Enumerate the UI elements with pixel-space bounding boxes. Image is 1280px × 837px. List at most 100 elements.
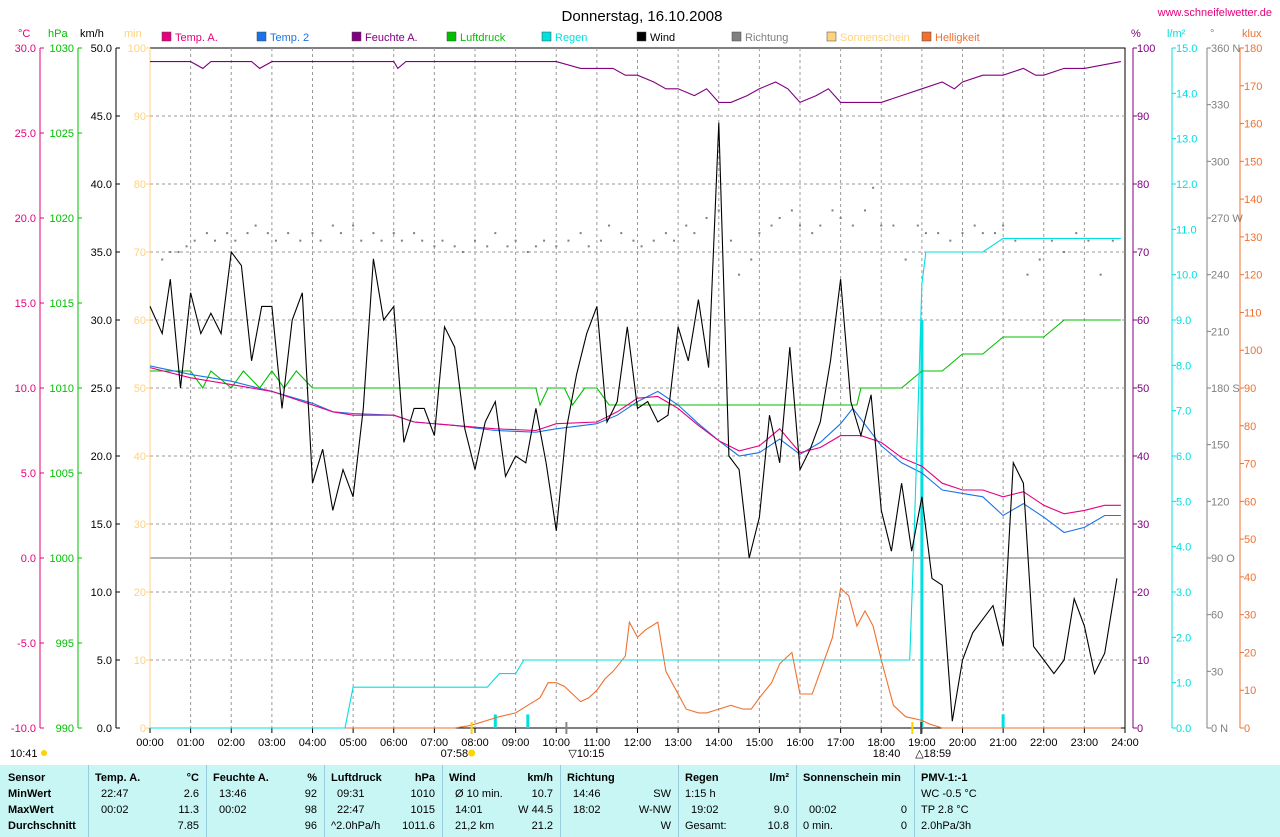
richtung-point — [506, 245, 509, 248]
axis-units: °C hPa km/h min% l/m² ° klux — [18, 28, 1262, 40]
richtung-point — [392, 232, 395, 235]
sun-axis-tick-label: 60 — [134, 315, 146, 327]
sun-total: 0 min. — [803, 820, 833, 832]
direction-axis-tick-label: 150 — [1211, 440, 1229, 452]
time-tick-label: 08:00 — [461, 737, 489, 749]
richtung-point — [1075, 232, 1078, 235]
temp-max-value: 11.3 — [178, 804, 199, 816]
richtung-point — [274, 239, 277, 242]
moonrise-label: 10:41 — [10, 748, 38, 760]
richtung-point — [579, 232, 582, 235]
humidity-axis-tick-label: 70 — [1137, 247, 1149, 259]
pressure-unit-label: hPa — [48, 28, 68, 40]
wind-header: Wind — [449, 772, 476, 784]
richtung-point — [461, 251, 464, 253]
sun-axis-tick-label: 20 — [134, 587, 146, 599]
wind-axis-tick-label: 45.0 — [91, 111, 112, 123]
humidity-axis-tick-label: 40 — [1137, 451, 1149, 463]
richtung-point — [1063, 251, 1066, 253]
direction-axis-tick-label: 210 — [1211, 326, 1229, 338]
stats-col-pmv: PMV-1:-1 WC -0.5 °C TP 2.8 °C 2.0hPa/3h — [914, 765, 1025, 837]
legend-label: Temp. 2 — [270, 32, 309, 44]
light-axis-tick-label: 100 — [1244, 345, 1262, 357]
hum-min-time: 13:46 — [219, 788, 247, 800]
temp-axis-tick-label: -10.0 — [11, 723, 36, 735]
direction-axis-tick-label: 270 W — [1211, 213, 1243, 225]
temp-unit: °C — [186, 772, 199, 784]
light-axis-tick-label: 120 — [1244, 270, 1262, 282]
wind-max-value: W 44.5 — [518, 804, 553, 816]
richtung-point — [924, 232, 927, 235]
moon-icon — [41, 750, 47, 756]
legend-swatch — [636, 31, 647, 42]
wind-axis-tick-label: 10.0 — [91, 587, 112, 599]
temp-min-value: 2.6 — [183, 788, 199, 800]
wind-axis-tick-label: 15.0 — [91, 519, 112, 531]
row-label-max: MaxWert — [8, 804, 54, 816]
time-tick-label: 09:00 — [502, 737, 530, 749]
richtung-point — [413, 232, 416, 235]
wind-run: 21,2 km — [455, 820, 495, 832]
richtung-point — [205, 232, 208, 235]
time-tick-label: 21:00 — [989, 737, 1017, 749]
rain-axis-tick-label: 0.0 — [1176, 723, 1191, 735]
richtung-point — [839, 217, 842, 219]
sun-axis-tick-label: 100 — [128, 43, 146, 55]
light-axis-tick-label: 20 — [1244, 647, 1256, 659]
richtung-point — [453, 245, 456, 248]
wind-avg-value: 21.2 — [531, 820, 553, 832]
dir-avg-value: W — [660, 820, 671, 832]
regen-line — [150, 237, 1121, 729]
rain-bar — [920, 320, 924, 728]
direction-axis-tick-label: 240 — [1211, 270, 1229, 282]
time-tick-label: 13:00 — [664, 737, 692, 749]
richtung-point — [799, 224, 801, 227]
richtung-point — [311, 232, 314, 235]
richtung-point — [880, 224, 883, 227]
legend-swatch — [541, 31, 552, 42]
richtung-point — [543, 239, 546, 242]
humidity-unit-label: % — [1131, 28, 1141, 40]
hum-avg-value: 96 — [304, 820, 317, 832]
wind-axis-tick-label: 0.0 — [97, 723, 112, 735]
pressure-axis-tick-label: 1000 — [50, 553, 74, 565]
wind-axis-tick-label: 30.0 — [91, 315, 112, 327]
richtung-point — [770, 224, 773, 227]
richtung-point — [831, 209, 834, 212]
time-tick-label: 10:00 — [542, 737, 570, 749]
pressure-axis-tick-label: 990 — [56, 723, 74, 735]
sensor-header: Sensor — [8, 772, 46, 784]
rain-axis-tick-label: 1.0 — [1176, 678, 1191, 690]
richtung-point — [685, 224, 688, 227]
stats-col-direction: Richtung 14:46 SW 18:02 W-NW W — [560, 765, 679, 837]
light-axis-tick-label: 40 — [1244, 572, 1256, 584]
website-link[interactable]: www.schneifelwetter.de — [1157, 7, 1272, 19]
press-min-value: 1010 — [410, 788, 435, 800]
richtung-point — [729, 239, 732, 242]
press-max-time: 22:47 — [337, 804, 365, 816]
press-header: Luftdruck — [331, 772, 382, 784]
direction-unit-label: ° — [1210, 28, 1214, 40]
sun-axis-tick-label: 30 — [134, 519, 146, 531]
humidity-axis-tick-label: 60 — [1137, 315, 1149, 327]
time-tick-label: 00:00 — [136, 737, 164, 749]
temp-axis-tick-label: 30.0 — [15, 43, 36, 55]
sun-header: Sonnenschein min — [803, 772, 901, 784]
wind-unit-label: km/h — [80, 28, 104, 40]
light-axis-tick-label: 90 — [1244, 383, 1256, 395]
press-max-value: 1015 — [410, 804, 435, 816]
dir-min-value: SW — [653, 788, 671, 800]
richtung-point — [851, 224, 854, 227]
richtung-point — [534, 245, 537, 248]
temp-axis-tick-label: 20.0 — [15, 213, 36, 225]
richtung-point — [916, 224, 919, 227]
temp-axis-tick-label: -5.0 — [17, 638, 36, 650]
light-axis-tick-label: 170 — [1244, 81, 1262, 93]
sun-unit-label: min — [124, 28, 142, 40]
rain-bar — [526, 714, 530, 728]
legend-swatch — [826, 31, 837, 42]
richtung-point — [790, 209, 793, 212]
rain-unit: l/m² — [769, 772, 789, 784]
sun-axis-tick-label: 90 — [134, 111, 146, 123]
time-tick-label: 04:00 — [299, 737, 327, 749]
